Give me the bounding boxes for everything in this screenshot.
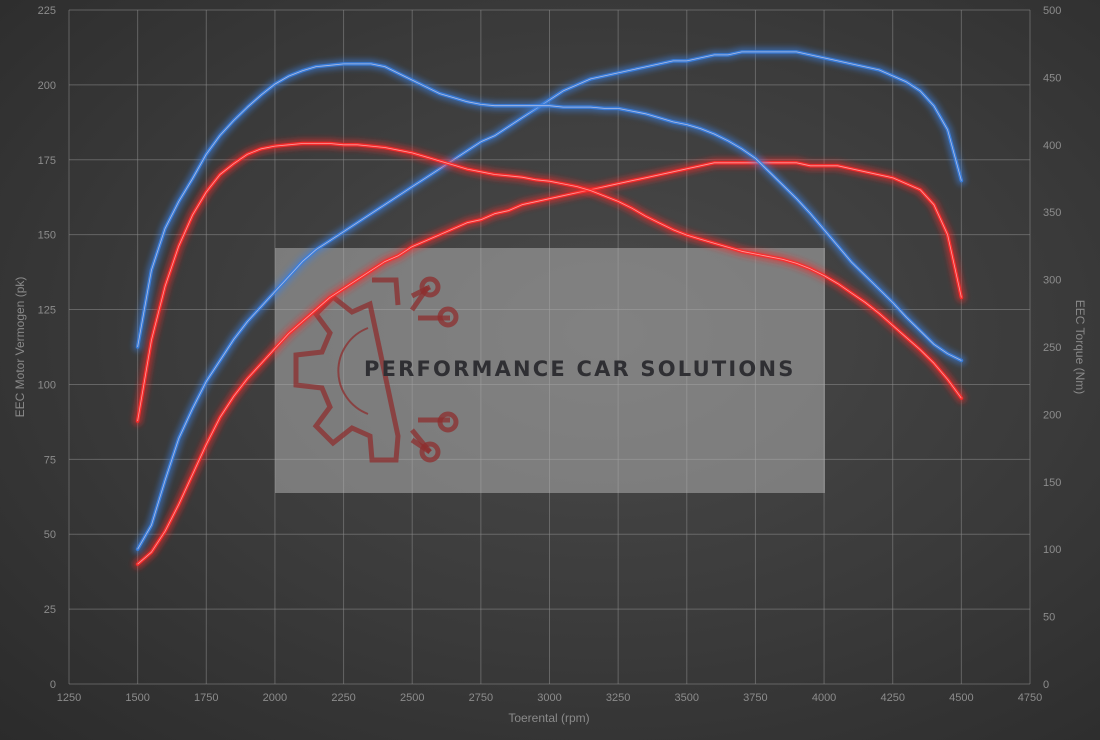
x-axis-title: Toerental (rpm) [508,711,589,725]
x-tick-label: 3000 [537,692,561,704]
series [133,47,966,569]
y-right-tick-label: 400 [1043,140,1061,152]
series-highlight [137,63,962,361]
y-right-tick-label: 300 [1043,275,1061,287]
x-tick-label: 2500 [400,692,424,704]
gear-logo-icon [293,276,459,463]
y-right-tick-label: 50 [1043,612,1055,624]
y-left-tick-label: 0 [50,679,56,691]
y-left-tick-label: 125 [38,305,56,317]
y-right-tick-label: 200 [1043,409,1061,421]
series-2-left-line [133,47,966,554]
y-left-tick-label: 200 [38,80,56,92]
y-axis-left-title: EEC Motor Vermogen (pk) [13,277,27,418]
y-right-tick-label: 100 [1043,544,1061,556]
y-left-tick-label: 25 [44,604,56,616]
x-tick-label: 1500 [125,692,149,704]
series-3-right-line [133,139,966,426]
grid [68,9,1031,685]
x-tick-label: 2250 [331,692,355,704]
series-highlight [137,51,962,550]
y-right-tick-label: 450 [1043,72,1061,84]
x-tick-label: 2750 [469,692,493,704]
watermark: PERFORMANCE CAR SOLUTIONS [275,248,825,493]
series-4-right-line [133,59,966,365]
watermark-text: PERFORMANCE CAR SOLUTIONS [364,357,796,381]
x-tick-label: 4000 [812,692,836,704]
x-tick-label: 4250 [880,692,904,704]
x-tick-label: 3500 [675,692,699,704]
x-tick-label: 4500 [949,692,973,704]
series-highlight [137,143,962,422]
x-tick-label: 3750 [743,692,767,704]
x-tick-label: 2000 [263,692,287,704]
series-1-left-line [133,158,966,569]
y-left-tick-label: 75 [44,454,56,466]
x-tick-label: 1750 [194,692,218,704]
y-left-tick-label: 100 [38,379,56,391]
y-axis-right-title: EEC Torque (Nm) [1073,300,1087,394]
series-highlight [137,162,962,565]
y-left-tick-label: 50 [44,529,56,541]
y-right-tick-label: 0 [1043,679,1049,691]
x-tick-label: 1250 [57,692,81,704]
x-tick-label: 4750 [1018,692,1042,704]
axis-ticks: 1250 1500 1750 2000 2250 2500 2750 3000 3250 3500… [38,5,1062,704]
y-left-tick-label: 150 [38,230,56,242]
y-right-tick-label: 350 [1043,207,1061,219]
watermark-box [275,248,825,493]
x-tick-label: 3250 [606,692,630,704]
y-right-tick-label: 500 [1043,5,1061,17]
y-right-tick-label: 250 [1043,342,1061,354]
y-left-tick-label: 175 [38,155,56,167]
y-right-tick-label: 150 [1043,477,1061,489]
y-left-tick-label: 225 [38,5,56,17]
